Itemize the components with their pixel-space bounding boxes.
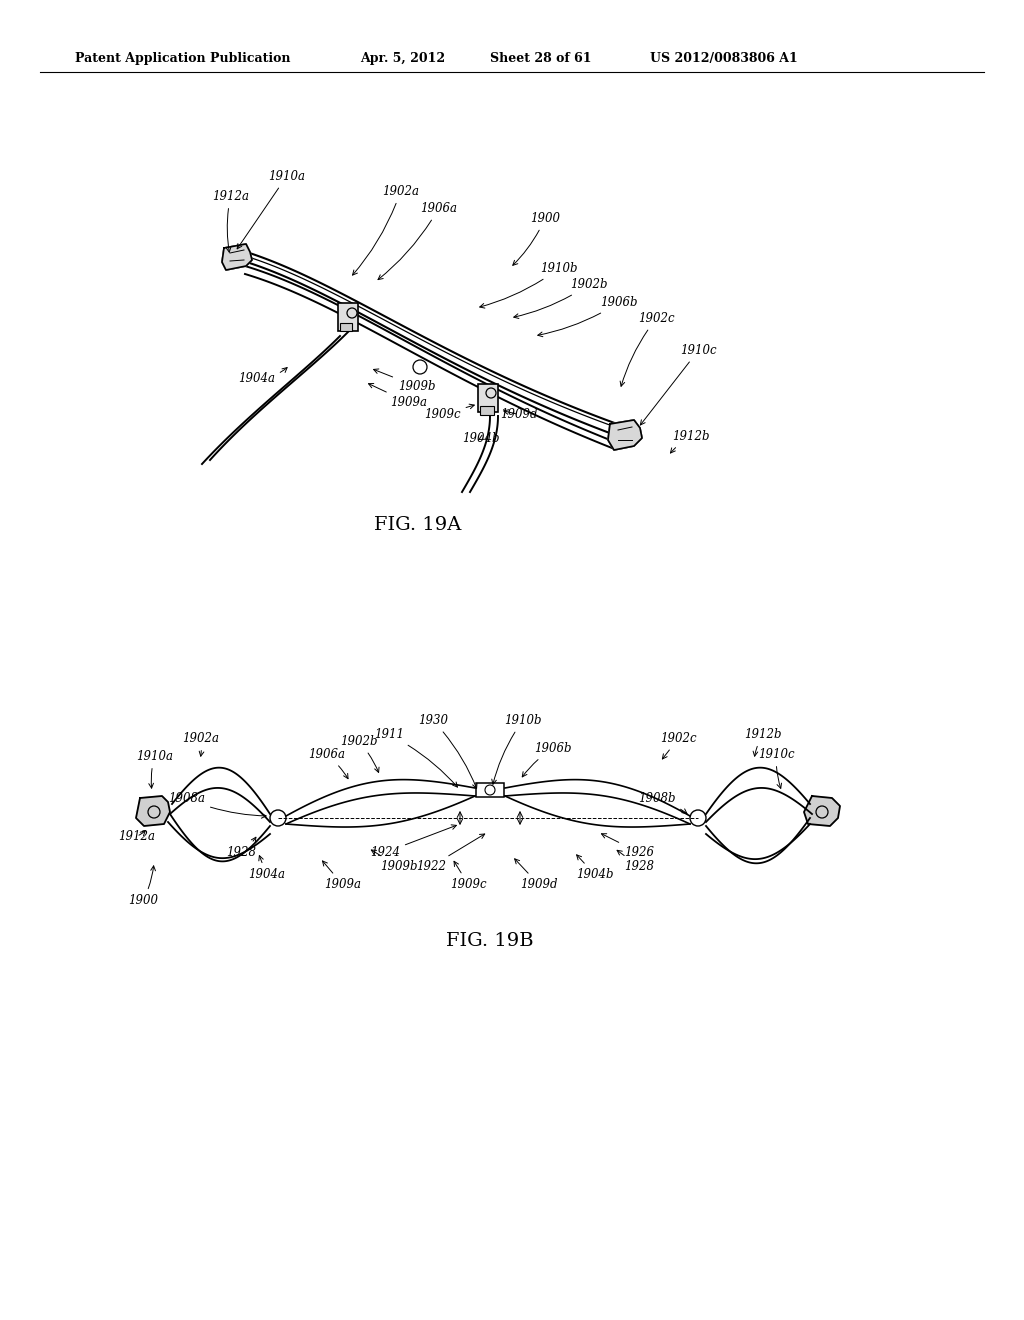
Text: 1928: 1928	[617, 850, 654, 873]
Text: 1909d: 1909d	[515, 859, 557, 891]
Text: 1908a: 1908a	[168, 792, 266, 818]
Text: 1928: 1928	[226, 837, 256, 859]
Text: 1906b: 1906b	[538, 296, 638, 337]
Text: 1912b: 1912b	[744, 729, 781, 756]
Bar	[338, 304, 358, 331]
Polygon shape	[222, 244, 252, 271]
Bar	[340, 323, 352, 331]
Text: FIG. 19B: FIG. 19B	[446, 932, 534, 950]
Text: Sheet 28 of 61: Sheet 28 of 61	[490, 51, 592, 65]
Text: US 2012/0083806 A1: US 2012/0083806 A1	[650, 51, 798, 65]
Text: 1904b: 1904b	[575, 855, 613, 880]
Text: 1900: 1900	[128, 866, 158, 907]
Text: 1909d: 1909d	[500, 408, 538, 421]
Text: 1912a: 1912a	[212, 190, 249, 252]
Text: 1930: 1930	[418, 714, 477, 788]
Text: 1904b: 1904b	[462, 432, 500, 445]
Text: FIG. 19A: FIG. 19A	[375, 516, 462, 535]
Text: 1904a: 1904a	[248, 855, 285, 880]
Text: 1909c: 1909c	[424, 404, 474, 421]
Text: 1910b: 1910b	[479, 261, 578, 308]
Text: 1906b: 1906b	[522, 742, 571, 777]
Text: 1909b: 1909b	[374, 370, 435, 393]
Text: 1909a: 1909a	[323, 861, 361, 891]
Text: Patent Application Publication: Patent Application Publication	[75, 51, 291, 65]
Text: 1909a: 1909a	[369, 384, 427, 409]
Text: 1911: 1911	[374, 729, 458, 787]
Text: 1910a: 1910a	[238, 170, 305, 248]
Polygon shape	[136, 796, 170, 826]
Text: 1902c: 1902c	[660, 733, 696, 759]
Polygon shape	[804, 796, 840, 826]
Text: 1910a: 1910a	[136, 750, 173, 788]
Text: 1902b: 1902b	[340, 735, 379, 772]
Text: 1906a: 1906a	[308, 748, 348, 779]
Text: 1902c: 1902c	[621, 312, 675, 387]
Text: 1902b: 1902b	[514, 279, 607, 318]
Text: 1910b: 1910b	[492, 714, 542, 784]
Text: 1926: 1926	[601, 834, 654, 859]
Text: 1910c: 1910c	[758, 748, 795, 788]
Text: 1900: 1900	[513, 213, 560, 265]
Text: 1912a: 1912a	[118, 830, 155, 843]
Text: 1908b: 1908b	[638, 792, 687, 813]
Bar	[476, 783, 504, 797]
Text: 1922: 1922	[416, 834, 484, 873]
Text: 1910c: 1910c	[640, 345, 717, 425]
Bar	[478, 384, 498, 412]
Text: 1909c: 1909c	[450, 861, 486, 891]
Text: 1912b: 1912b	[671, 430, 710, 453]
Text: 1904a: 1904a	[238, 367, 287, 385]
Text: 1906a: 1906a	[378, 202, 457, 280]
Text: 1902a: 1902a	[352, 185, 419, 275]
Text: 1924: 1924	[370, 825, 457, 859]
Polygon shape	[608, 420, 642, 450]
Text: Apr. 5, 2012: Apr. 5, 2012	[360, 51, 445, 65]
Text: 1902a: 1902a	[182, 733, 219, 756]
Text: 1909b: 1909b	[372, 850, 418, 873]
Bar	[480, 407, 494, 414]
